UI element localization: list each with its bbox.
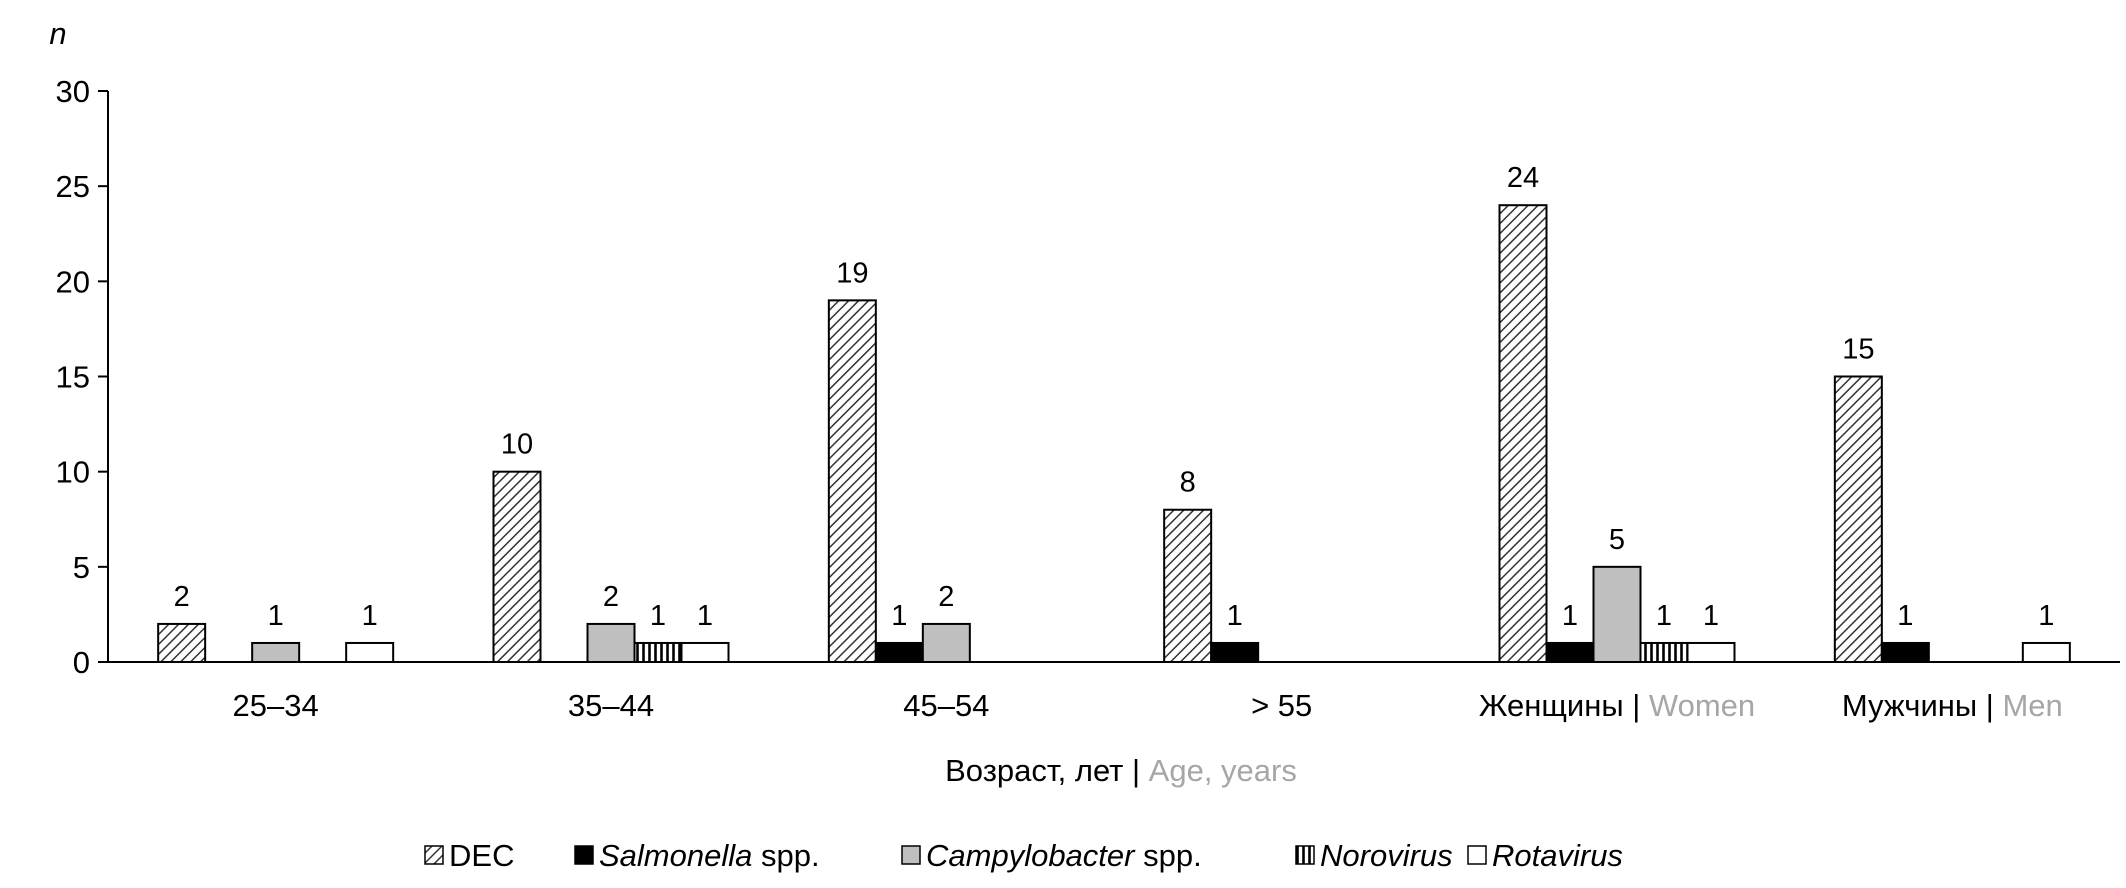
data-label: 1 xyxy=(1703,600,1719,632)
legend-item-campylobacter: Campylobacter spp. xyxy=(901,838,1202,873)
y-tick-label: 10 xyxy=(56,455,90,490)
bar-rotavirus xyxy=(680,641,730,664)
legend-label: Salmonella spp. xyxy=(599,838,820,873)
bar-salmonella xyxy=(874,641,924,664)
x-category-label: Женщины | Women xyxy=(1479,688,1755,723)
bar-norovirus xyxy=(1639,641,1689,664)
data-label: 1 xyxy=(2038,600,2054,632)
x-category-label: > 55 xyxy=(1251,688,1312,723)
legend-label: Campylobacter spp. xyxy=(926,838,1202,873)
data-label: 1 xyxy=(891,600,907,632)
legend-swatch xyxy=(424,845,444,865)
legend-swatch xyxy=(1295,845,1315,865)
data-label: 1 xyxy=(268,600,284,632)
bar-campylobacter xyxy=(921,622,971,664)
data-label: 1 xyxy=(1897,600,1913,632)
y-tick-label: 30 xyxy=(56,74,90,109)
category-en: Men xyxy=(2002,688,2062,723)
bar-dec xyxy=(827,299,877,663)
category-ru: 25–34 xyxy=(233,688,319,723)
x-category-label: 45–54 xyxy=(903,688,989,723)
category-en: Women xyxy=(1649,688,1755,723)
data-label: 2 xyxy=(174,581,190,613)
x-category-label: 25–34 xyxy=(233,688,319,723)
legend-label: Norovirus xyxy=(1320,838,1453,873)
data-label: 1 xyxy=(697,600,713,632)
legend-label: Rotavirus xyxy=(1492,838,1623,873)
data-label: 8 xyxy=(1180,467,1196,499)
bar-rotavirus xyxy=(2021,641,2071,664)
y-tick-label: 5 xyxy=(73,550,90,585)
bar-salmonella xyxy=(1210,641,1260,664)
y-tick-label: 0 xyxy=(73,645,90,680)
x-axis-title-en: Age, years xyxy=(1149,753,1297,788)
category-ru: Мужчины | xyxy=(1842,688,2003,723)
data-label: 2 xyxy=(603,581,619,613)
data-label: 19 xyxy=(836,257,868,289)
y-tick-label: 25 xyxy=(56,169,90,204)
x-axis-title: Возраст, лет | Age, years xyxy=(945,753,1297,788)
bar-salmonella xyxy=(1545,641,1595,664)
data-label: 1 xyxy=(1227,600,1243,632)
legend-item-norovirus: Norovirus xyxy=(1295,838,1453,873)
legend-swatch xyxy=(1467,845,1487,865)
y-tick-label: 20 xyxy=(56,264,90,299)
data-label: 5 xyxy=(1609,524,1625,556)
data-label: 1 xyxy=(1562,600,1578,632)
bar-dec xyxy=(1163,508,1213,663)
bar-dec xyxy=(1498,204,1548,663)
bar-campylobacter xyxy=(251,641,301,664)
data-label: 1 xyxy=(1656,600,1672,632)
data-label: 24 xyxy=(1507,162,1539,194)
x-category-label: 35–44 xyxy=(568,688,654,723)
data-label: 1 xyxy=(650,600,666,632)
bar-norovirus xyxy=(633,641,683,664)
legend-item-salmonella: Salmonella spp. xyxy=(574,838,820,873)
legend-item-dec: DEC xyxy=(424,838,514,873)
bar-dec xyxy=(157,622,207,664)
bar-salmonella xyxy=(1880,641,1930,664)
y-tick-label: 15 xyxy=(56,360,90,395)
category-ru: 35–44 xyxy=(568,688,654,723)
data-label: 10 xyxy=(501,429,533,461)
legend: DEC Salmonella spp. Campylobacter spp. Noro… xyxy=(424,838,1623,873)
category-ru: > 55 xyxy=(1251,688,1312,723)
bar-campylobacter xyxy=(1592,565,1642,663)
bar-campylobacter xyxy=(586,622,636,664)
data-label: 1 xyxy=(362,600,378,632)
bar-rotavirus xyxy=(1686,641,1736,664)
legend-swatch xyxy=(574,845,594,865)
bar-rotavirus xyxy=(345,641,395,664)
category-ru: Женщины | xyxy=(1479,688,1649,723)
x-category-label: Мужчины | Men xyxy=(1842,688,2063,723)
y-axis-label: n xyxy=(49,16,66,51)
legend-label: DEC xyxy=(449,838,514,873)
data-label: 15 xyxy=(1842,334,1874,366)
bar-dec xyxy=(492,470,542,663)
x-axis-title-ru: Возраст, лет | xyxy=(945,753,1149,788)
legend-item-rotavirus: Rotavirus xyxy=(1467,838,1623,873)
data-label: 2 xyxy=(938,581,954,613)
legend-swatch xyxy=(901,845,921,865)
bar-dec xyxy=(1833,375,1883,663)
category-ru: 45–54 xyxy=(903,688,989,723)
